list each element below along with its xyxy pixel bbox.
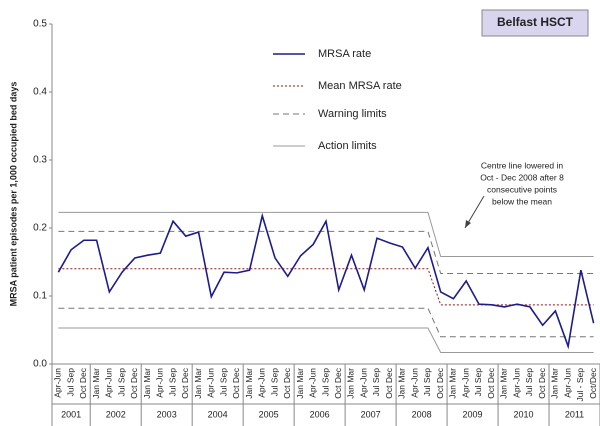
- x-tick-label: Jan Mar: [244, 368, 254, 399]
- legend-label: Action limits: [318, 140, 377, 152]
- y-tick-label: 0.1: [33, 291, 47, 302]
- x-tick-label: Oct/Dec: [588, 367, 598, 398]
- year-label: 2004: [208, 409, 228, 419]
- x-tick-label: Jan Mar: [91, 368, 101, 399]
- x-tick-label: Jul Sep: [167, 368, 177, 397]
- x-tick-label: Oct Dec: [231, 367, 241, 398]
- x-tick-label: Oct Dec: [384, 367, 394, 398]
- legend-label: MRSA rate: [318, 48, 371, 60]
- year-label: 2007: [361, 409, 381, 419]
- year-label: 2001: [61, 409, 81, 419]
- annotation: consecutive points: [487, 184, 557, 194]
- x-tick-label: Oct Dec: [486, 367, 496, 398]
- x-tick-label: Jan Mar: [193, 368, 203, 399]
- annotation: Centre line lowered in: [481, 160, 563, 170]
- x-tick-label: Oct Dec: [537, 367, 547, 398]
- annotation: below the mean: [492, 196, 552, 206]
- x-tick-label: Jul Sep: [524, 368, 534, 397]
- y-tick-label: 0.5: [33, 19, 47, 30]
- series-line: [58, 211, 594, 258]
- year-label: 2010: [514, 409, 534, 419]
- legend-label: Mean MRSA rate: [318, 80, 402, 92]
- badge: Belfast HSCT: [497, 15, 574, 29]
- x-tick-label: Jul Sep: [422, 368, 432, 397]
- x-tick-label: Oct Dec: [129, 367, 139, 398]
- x-tick-label: Jan Mar: [550, 368, 560, 399]
- x-tick-label: Oct Dec: [435, 367, 445, 398]
- year-label: 2003: [157, 409, 177, 419]
- x-tick-label: Oct Dec: [78, 367, 88, 398]
- series-lower-line: [58, 307, 594, 338]
- x-tick-label: Apr-Jun: [562, 368, 572, 398]
- annotation: Oct - Dec 2008 after 8: [480, 172, 564, 182]
- x-tick-label: Jul Sep: [269, 368, 279, 397]
- x-tick-label: Jul Sep: [116, 368, 126, 397]
- x-tick-label: Jul Sep: [218, 368, 228, 397]
- x-tick-label: Jan Mar: [448, 368, 458, 399]
- y-tick-label: 0.3: [33, 155, 47, 166]
- y-tick-label: 0.2: [33, 223, 47, 234]
- year-label: 2006: [310, 409, 330, 419]
- year-label: 2011: [565, 409, 584, 419]
- x-tick-label: Oct Dec: [282, 367, 292, 398]
- series-line: [57, 212, 595, 350]
- x-tick-label: Oct Dec: [180, 367, 190, 398]
- year-label: 2005: [259, 409, 279, 419]
- arrow-head: [465, 220, 471, 228]
- series-line: [58, 268, 594, 306]
- x-tick-label: Apr-Jun: [511, 368, 521, 398]
- x-tick-label: Jan Mar: [142, 368, 152, 399]
- x-tick-label: Jan Mar: [397, 368, 407, 399]
- x-tick-label: Apr-Jun: [358, 368, 368, 398]
- y-axis-label: MRSA patient episodes per 1,000 occupied…: [8, 82, 18, 307]
- x-tick-label: Jul Sep: [320, 368, 330, 397]
- x-tick-label: Apr-Jun: [53, 368, 63, 398]
- x-tick-label: Apr-Jun: [206, 368, 216, 398]
- x-tick-label: Apr-Jun: [155, 368, 165, 398]
- x-tick-label: Apr-Jun: [308, 368, 318, 398]
- x-tick-label: Jan Mar: [295, 368, 305, 399]
- y-tick-label: 0.0: [33, 359, 47, 370]
- x-tick-label: Jul Sep: [473, 368, 483, 397]
- x-tick-label: Apr-Jun: [104, 368, 114, 398]
- year-label: 2002: [106, 409, 126, 419]
- x-tick-label: Apr-Jun: [460, 368, 470, 398]
- badge-box: [481, 9, 589, 37]
- legend-label: Warning limits: [318, 108, 387, 120]
- x-tick-label: Jul Sep: [65, 368, 75, 397]
- year-label: 2009: [463, 409, 483, 419]
- series-line: [58, 230, 594, 275]
- x-tick-label: Jan Mar: [499, 368, 509, 399]
- series-lower-line: [58, 327, 594, 353]
- x-tick-label: Jul Sep: [371, 368, 381, 397]
- x-tick-label: Oct Dec: [333, 367, 343, 398]
- x-tick-label: Apr-Jun: [409, 368, 419, 398]
- y-tick-label: 0.4: [33, 87, 47, 98]
- x-tick-label: Jan Mar: [346, 368, 356, 399]
- year-label: 2008: [412, 409, 432, 419]
- x-tick-label: Jul - Sep: [575, 368, 585, 402]
- x-tick-label: Apr-Jun: [257, 368, 267, 398]
